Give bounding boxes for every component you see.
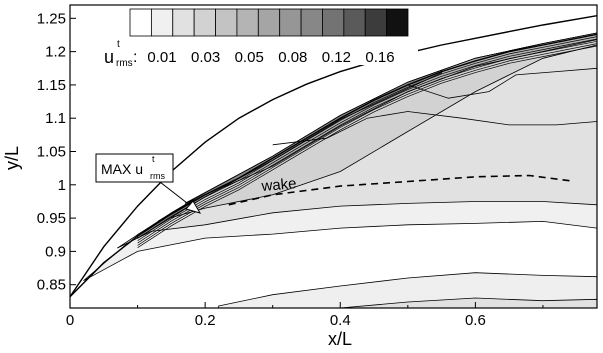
shear-layer-contour: [137, 43, 597, 246]
y-tick-label: 1.2: [45, 44, 66, 61]
legend-tick-label: 0.12: [322, 49, 351, 66]
legend-swatch: [172, 8, 195, 37]
legend-swatch: [364, 8, 388, 37]
legend-tick-label: 0.03: [191, 49, 220, 66]
max-annotation: MAX u t rms: [95, 153, 202, 214]
legend-swatch: [300, 8, 323, 37]
outer-boundary-curve: [70, 15, 597, 298]
shear-layer-contour: [137, 36, 597, 239]
x-axis-label: x/L: [328, 329, 352, 349]
legend-swatch: [386, 8, 409, 37]
legend-swatch: [150, 8, 174, 37]
legend-tick-label: 0.01: [147, 49, 176, 66]
y-tick-label: 0.95: [37, 210, 66, 227]
max-label-sup: t: [152, 154, 155, 164]
x-axis: 0 0.2 0.4 0.6: [66, 302, 544, 329]
y-tick-label: 1.25: [37, 10, 66, 27]
y-tick-label: 1: [58, 177, 66, 194]
legend-swatch: [257, 8, 281, 37]
y-tick-label: 0.9: [45, 243, 66, 260]
legend-separator: :: [133, 49, 137, 66]
legend-swatch: [236, 8, 259, 37]
legend-tick-label: 0.08: [278, 49, 307, 66]
x-tick-label: 0.6: [465, 312, 486, 329]
legend-swatch: [322, 8, 345, 37]
contour-region-lower-inner: [340, 297, 597, 308]
legend-swatch: [215, 8, 238, 37]
legend-tick-label: 0.05: [235, 49, 264, 66]
color-legend: 0.01 0.03 0.05 0.08 0.12 0.16 u t rms :: [104, 7, 418, 69]
shear-layer-contour: [137, 38, 597, 241]
legend-tick-labels: 0.01 0.03 0.05 0.08 0.12 0.16: [147, 49, 394, 66]
x-tick-label: 0: [66, 312, 74, 329]
shear-layer-contour: [137, 45, 597, 248]
y-tick-label: 1.05: [37, 144, 66, 161]
x-tick-label: 0.4: [330, 312, 351, 329]
wake-label: wake: [260, 175, 297, 195]
plot-frame: [69, 4, 598, 309]
wake-line: [228, 174, 571, 206]
y-tick-label: 1.15: [37, 77, 66, 94]
legend-swatch: [129, 8, 152, 37]
legend-symbol-sub: rms: [116, 58, 133, 69]
mid-contour-line: [407, 67, 597, 99]
legend-symbol: u: [104, 47, 114, 67]
max-label-box: [95, 153, 174, 183]
legend-tick-label: 0.16: [365, 49, 394, 66]
x-tick-label: 0.2: [195, 312, 216, 329]
legend-swatch: [193, 8, 216, 37]
shear-layer-edge: [70, 33, 597, 298]
y-tick-label: 0.85: [37, 277, 66, 294]
legend-symbol-sup: t: [117, 39, 120, 50]
contour-line-layer: [70, 15, 597, 298]
legend-swatch: [279, 8, 302, 37]
max-label-sub: rms: [150, 171, 165, 181]
mid-contour-line: [272, 111, 597, 146]
y-axis: 0.85 0.9 0.95 1 1.05 1.1 1.15 1.2 1.25: [37, 10, 76, 294]
max-arrow-head: [185, 200, 202, 214]
y-axis-label: y/L: [2, 146, 22, 170]
legend-colorbar: [129, 8, 409, 37]
legend-swatch: [343, 8, 366, 37]
shear-layer-contour: [137, 40, 597, 244]
y-tick-label: 1.1: [45, 110, 66, 127]
max-label-main: MAX u: [101, 161, 143, 177]
